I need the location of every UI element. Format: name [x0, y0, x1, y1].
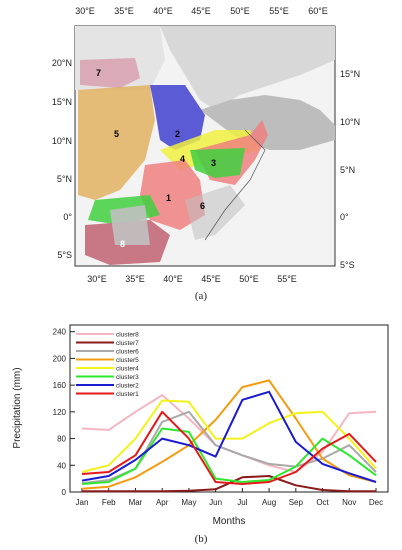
lon-label: 40°E [163, 274, 183, 284]
lon-label: 60°E [308, 6, 328, 16]
lat-label: 0° [63, 212, 72, 222]
lon-label: 35°E [125, 274, 145, 284]
y-axis-label: Precipitation (mm) [12, 367, 23, 448]
x-tick-label: Dec [369, 498, 383, 507]
precipitation-chart: 0 40 80 120 160 200 240 Jan Feb Mar Apr May Jun Jul A… [12, 324, 389, 527]
legend-label: cluster8 [116, 332, 139, 339]
x-tick-label: Jun [209, 498, 222, 507]
top-lon-labels: 30°E 35°E 40°E 45°E 50°E 55°E 60°E [75, 6, 328, 16]
coastline [204, 129, 266, 241]
lat-label: 5°S [57, 250, 72, 260]
lon-label: 45°E [201, 274, 221, 284]
lat-label: 20°N [52, 58, 72, 68]
lon-label: 30°E [87, 274, 107, 284]
x-tick-label: Sep [289, 498, 304, 507]
region-label: 1 [166, 193, 171, 203]
x-tick-label: May [181, 498, 196, 507]
legend-label: cluster1 [116, 391, 139, 398]
x-axis-label: Months [213, 516, 246, 527]
y-tick-label: 0 [62, 488, 67, 497]
region-label: 4 [180, 154, 185, 164]
y-tick-label: 40 [57, 461, 66, 470]
region-cluster3 [190, 148, 245, 178]
y-tick-label: 200 [53, 354, 67, 363]
lat-label: 15°N [52, 97, 72, 107]
lon-label: 50°E [230, 6, 250, 16]
x-tick-label: Oct [316, 498, 329, 507]
legend-label: cluster5 [116, 357, 139, 364]
x-tick-label: Jul [237, 498, 247, 507]
x-tick-label: Nov [342, 498, 356, 507]
lat-label: 10°N [340, 117, 360, 127]
legend-label: cluster2 [116, 383, 139, 390]
lon-label: 45°E [191, 6, 211, 16]
left-lat-labels: 20°N 15°N 10°N 5°N 0° 5°S [52, 58, 73, 260]
region-cluster5 [78, 85, 155, 200]
lon-label: 55°E [269, 6, 289, 16]
lat-label: 15°N [340, 69, 360, 79]
right-lat-labels: 15°N 10°N 5°N 0° 5°S [340, 69, 360, 270]
lon-label: 30°E [75, 6, 95, 16]
region-label: 8 [120, 239, 125, 249]
x-tick-labels: Jan Feb Mar Apr May Jun Jul Aug Sep Oct Nov Dec [76, 498, 384, 507]
chart-caption: (b) [194, 533, 208, 545]
y-tick-label: 240 [53, 328, 67, 337]
lon-label: 55°E [277, 274, 297, 284]
lat-label: 5°N [340, 165, 355, 175]
series-line-cluster2 [81, 390, 377, 483]
plot-frame [69, 324, 389, 493]
series-lines [81, 379, 377, 493]
x-tick-label: Apr [156, 498, 169, 507]
lat-label: 10°N [52, 136, 72, 146]
region-label: 2 [175, 129, 180, 139]
region-label: 6 [200, 201, 205, 211]
x-tick-label: Aug [262, 498, 276, 507]
region-label: 5 [114, 129, 119, 139]
region-label: 7 [96, 68, 101, 78]
legend-label: cluster7 [116, 340, 139, 347]
y-tick-label: 80 [57, 435, 66, 444]
region-cluster7 [80, 58, 140, 88]
region-label: 3 [211, 158, 216, 168]
cluster-map: 7 5 2 4 3 1 6 8 30°E 35°E 40°E 45°E 50°E… [52, 6, 360, 284]
x-tick-label: Mar [129, 498, 143, 507]
legend-label: cluster6 [116, 349, 139, 356]
series-line-cluster5 [81, 379, 377, 490]
bottom-lon-labels: 30°E 35°E 40°E 45°E 50°E 55°E [87, 274, 297, 284]
y-tick-labels: 0 40 80 120 160 200 240 [53, 328, 67, 497]
lon-label: 35°E [114, 6, 134, 16]
legend-label: cluster4 [116, 366, 139, 373]
lon-label: 40°E [153, 6, 173, 16]
series-line-cluster3 [81, 427, 377, 485]
series-line-cluster1 [81, 410, 377, 485]
y-tick-label: 120 [53, 408, 67, 417]
lat-label: 5°S [340, 260, 355, 270]
region-cluster2 [150, 85, 205, 150]
lat-label: 5°N [57, 174, 72, 184]
map-caption: (a) [194, 290, 208, 302]
x-tick-label: Jan [76, 498, 89, 507]
region-cluster6-lake [110, 205, 150, 245]
lat-label: 0° [340, 212, 349, 222]
region-cluster6 [185, 185, 245, 240]
gulf-of-aden-land [200, 95, 335, 150]
series-line-cluster4 [81, 399, 377, 473]
lon-label: 50°E [239, 274, 259, 284]
legend-label: cluster3 [116, 374, 139, 381]
y-tick-label: 160 [53, 381, 67, 390]
arabian-peninsula [160, 26, 335, 110]
x-tick-label: Feb [102, 498, 116, 507]
